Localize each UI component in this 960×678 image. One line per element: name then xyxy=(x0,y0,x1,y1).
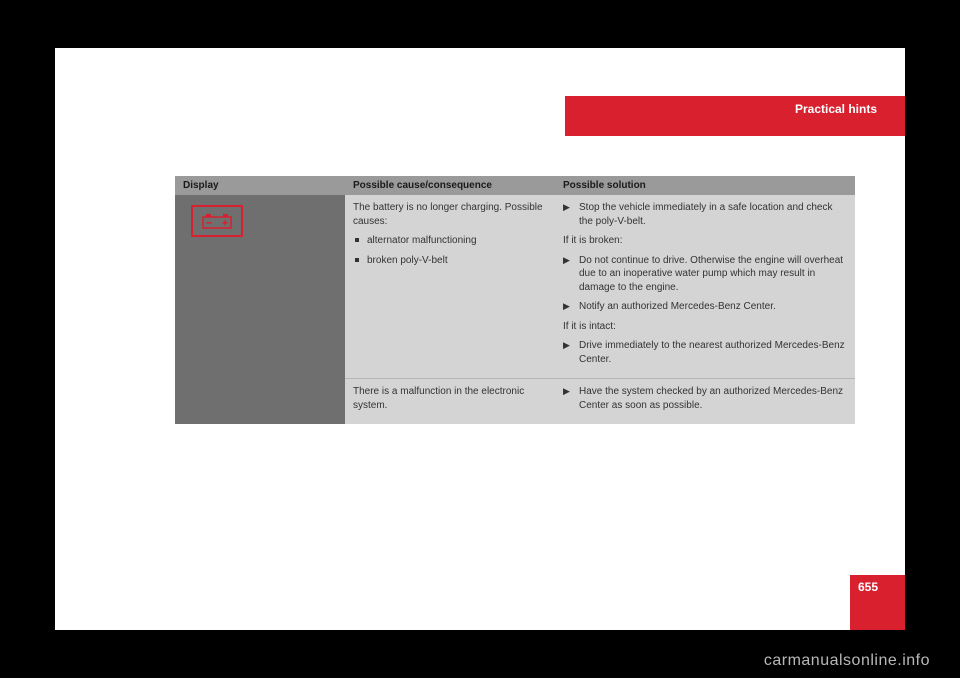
cause-list: alternator malfunctioning broken poly-V-… xyxy=(353,234,547,267)
solution-cell: Stop the vehicle immediately in a safe l… xyxy=(555,195,855,379)
cause-cell: The battery is no longer charging. Possi… xyxy=(345,195,555,379)
solution-step: Drive immediately to the nearest authori… xyxy=(563,339,847,366)
solution-note: If it is intact: xyxy=(563,320,847,334)
col-header-cause: Possible cause/consequence xyxy=(345,176,555,195)
solution-step: Do not continue to drive. Otherwise the … xyxy=(563,254,847,295)
page-number: 655 xyxy=(850,575,905,594)
page-number-box: 655 xyxy=(850,575,905,630)
manual-page: Practical hints What to do if … Display … xyxy=(55,48,905,630)
cause-cell: There is a malfunction in the electronic… xyxy=(345,379,555,425)
section-header-bar: Practical hints What to do if … xyxy=(565,96,905,136)
col-header-solution: Possible solution xyxy=(555,176,855,195)
cause-item: alternator malfunctioning xyxy=(353,234,547,248)
table-header-row: Display Possible cause/consequence Possi… xyxy=(175,176,855,195)
solution-step: Have the system checked by an authorized… xyxy=(563,385,847,412)
troubleshooting-table: Display Possible cause/consequence Possi… xyxy=(175,176,855,424)
section-title: Practical hints xyxy=(565,96,905,116)
watermark: carmanualsonline.info xyxy=(764,652,930,670)
solution-step: Stop the vehicle immediately in a safe l… xyxy=(563,201,847,228)
solution-cell: Have the system checked by an authorized… xyxy=(555,379,855,425)
solution-step: Notify an authorized Mercedes-Benz Cente… xyxy=(563,300,847,314)
cause-item: broken poly-V-belt xyxy=(353,254,547,268)
cause-intro: The battery is no longer charging. Possi… xyxy=(353,201,547,228)
section-subtitle: What to do if … xyxy=(801,142,877,154)
battery-icon-frame xyxy=(191,205,243,237)
col-header-display: Display xyxy=(175,176,345,195)
solution-note: If it is broken: xyxy=(563,234,847,248)
display-cell xyxy=(175,195,345,424)
battery-icon xyxy=(202,213,232,229)
table-row: The battery is no longer charging. Possi… xyxy=(175,195,855,379)
